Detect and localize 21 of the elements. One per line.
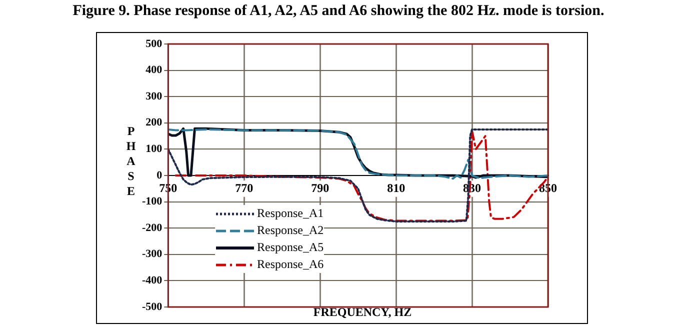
x-tick-label: 810 [387, 180, 406, 195]
legend-label: Response_A2 [257, 222, 324, 239]
y-tick-label: -200 [142, 222, 163, 234]
x-tick-label: 770 [235, 180, 254, 195]
y-axis-title: PHASE [125, 124, 137, 199]
y-tick-label: 200 [146, 116, 163, 129]
legend-label: Response_A5 [257, 239, 324, 256]
y-tick-label: 100 [146, 143, 163, 156]
chart-title: Figure 9. Phase response of A1, A2, A5 and A6 showing the 802 Hz. mode is torsion. [72, 3, 606, 20]
y-tick-label: 300 [146, 90, 163, 102]
x-axis-title: FREQUENCY, HZ [312, 305, 413, 320]
y-tick-label: 500 [146, 38, 163, 50]
y-tick-label: -400 [142, 274, 163, 287]
y-tick-label: -500 [142, 300, 163, 313]
y-tick-label: -100 [142, 196, 163, 208]
y-tick-label: 0 [156, 169, 163, 182]
x-tick-label: 790 [311, 180, 330, 195]
legend-label: Response_A1 [257, 205, 324, 222]
legend-label: Response_A6 [257, 256, 324, 273]
y-tick-label: -300 [142, 248, 163, 260]
y-tick-label: 400 [146, 64, 163, 76]
